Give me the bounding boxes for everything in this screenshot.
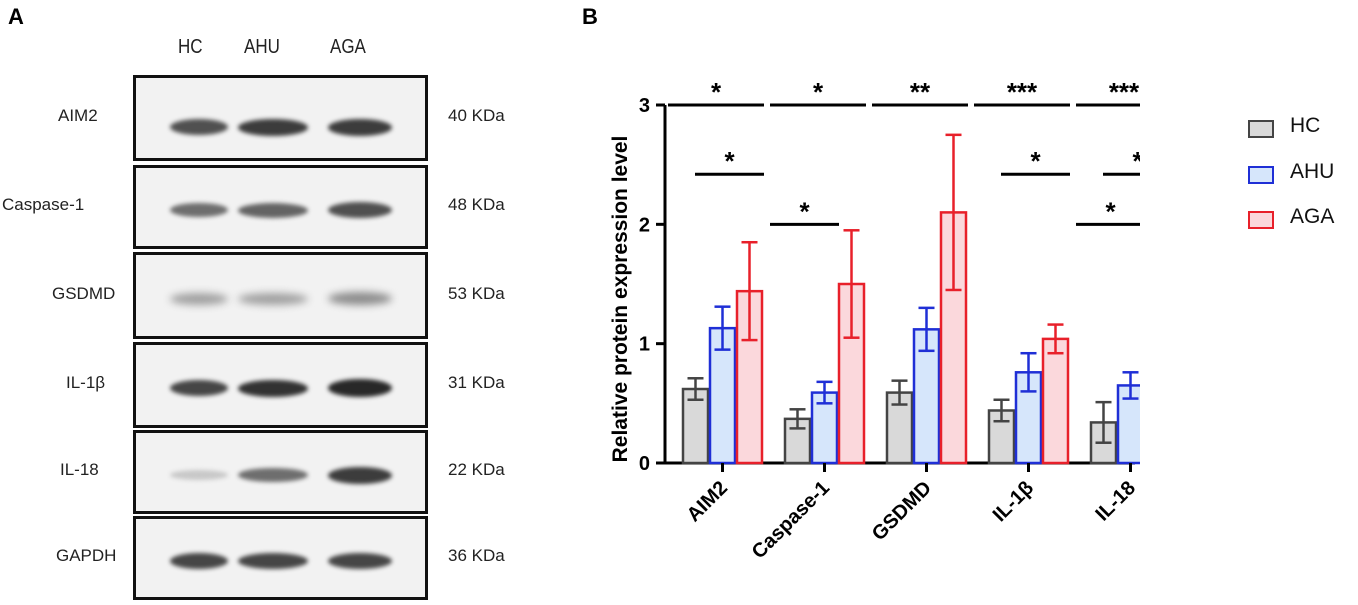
significance-label-6: * — [1030, 146, 1041, 176]
significance-label-0: * — [711, 77, 722, 107]
y-axis-label: Relative protein expression level — [609, 136, 632, 463]
y-tick-label-0: 0 — [639, 453, 650, 475]
significance-label-4: ** — [910, 77, 931, 107]
bar-chart: 0 1 2 3 Relative protein expression level AIM… — [609, 77, 1140, 563]
kda-label-il-18: 22 KDa — [448, 460, 505, 479]
kda-label-caspase-1: 48 KDa — [448, 195, 505, 214]
band-caspase-1-hc — [170, 203, 228, 217]
significance-label-8: * — [1132, 146, 1140, 176]
x-tick-label-il-1: IL-1β — [989, 477, 1038, 526]
band-caspase-1-aga — [328, 202, 392, 218]
legend-swatch-ahu — [1248, 166, 1274, 184]
protein-label-caspase-1: Caspase-1 — [2, 195, 85, 214]
protein-label-gsdmd: GSDMD — [52, 283, 116, 303]
protein-label-il-18: IL-18 — [60, 460, 99, 479]
protein-label-aim2: AIM2 — [58, 106, 98, 125]
band-il-18-ahu — [238, 468, 308, 482]
blot-row-caspase-1 — [133, 165, 428, 249]
protein-label-gapdh: GAPDH — [56, 546, 117, 565]
band-aim2-aga — [328, 118, 392, 136]
significance-label-1: * — [724, 146, 735, 176]
band-aim2-hc — [170, 119, 228, 135]
kda-label-il-1: 31 KDa — [448, 373, 505, 392]
blot-row-aim2 — [133, 75, 428, 161]
blot-row-il-1 — [133, 342, 428, 428]
blot-row-gapdh — [133, 516, 428, 600]
x-tick-label-aim2: AIM2 — [683, 477, 732, 526]
lane-label-hc: HC — [178, 36, 203, 58]
lane-label-aga: AGA — [330, 36, 366, 58]
blot-row-il-18 — [133, 430, 428, 514]
x-tick-label-gsdmd: GSDMD — [868, 477, 936, 545]
significance-label-3: * — [799, 196, 810, 226]
legend-label-ahu: AHU — [1290, 160, 1335, 183]
bar-aim2-hc — [681, 387, 710, 465]
band-gsdmd-hc — [170, 292, 228, 305]
band-gsdmd-ahu — [238, 292, 308, 305]
significance-label-7: *** — [1109, 77, 1140, 107]
kda-label-gsdmd: 53 KDa — [448, 283, 505, 303]
significance-label-9: * — [1105, 196, 1116, 226]
protein-label-il-1: IL-1β — [66, 373, 106, 392]
significance-label-2: * — [813, 77, 824, 107]
band-il-18-hc — [170, 470, 228, 480]
band-il-1-ahu — [238, 379, 308, 397]
band-il-18-aga — [328, 466, 392, 484]
legend-label-hc: HC — [1290, 114, 1321, 137]
band-gapdh-hc — [170, 553, 228, 569]
lane-label-ahu: AHU — [244, 36, 280, 58]
significance-label-5: *** — [1007, 77, 1038, 107]
band-aim2-ahu — [238, 118, 308, 136]
y-tick-label-3: 3 — [639, 95, 650, 117]
legend-swatch-aga — [1248, 211, 1274, 229]
y-tick-label-2: 2 — [639, 214, 650, 236]
panel-b-letter: B — [582, 4, 598, 29]
band-il-1-aga — [328, 379, 392, 397]
kda-label-gapdh: 36 KDa — [448, 546, 505, 565]
legend-swatch-hc — [1248, 120, 1274, 138]
panel-a-letter: A — [8, 4, 24, 29]
band-gapdh-aga — [328, 553, 392, 569]
blot-row-gsdmd — [133, 252, 428, 339]
legend-label-aga: AGA — [1290, 205, 1335, 228]
y-tick-label-1: 1 — [639, 334, 650, 356]
band-il-1-hc — [170, 380, 228, 396]
x-tick-label-caspase-1: Caspase-1 — [748, 477, 834, 563]
band-gapdh-ahu — [238, 553, 308, 569]
x-tick-label-il-18: IL-18 — [1091, 477, 1140, 526]
bar-il-1-aga — [1041, 337, 1070, 465]
bar-il-18-ahu — [1116, 384, 1140, 465]
band-gsdmd-aga — [328, 292, 392, 305]
kda-label-aim2: 40 KDa — [448, 106, 505, 125]
band-caspase-1-ahu — [238, 202, 308, 218]
